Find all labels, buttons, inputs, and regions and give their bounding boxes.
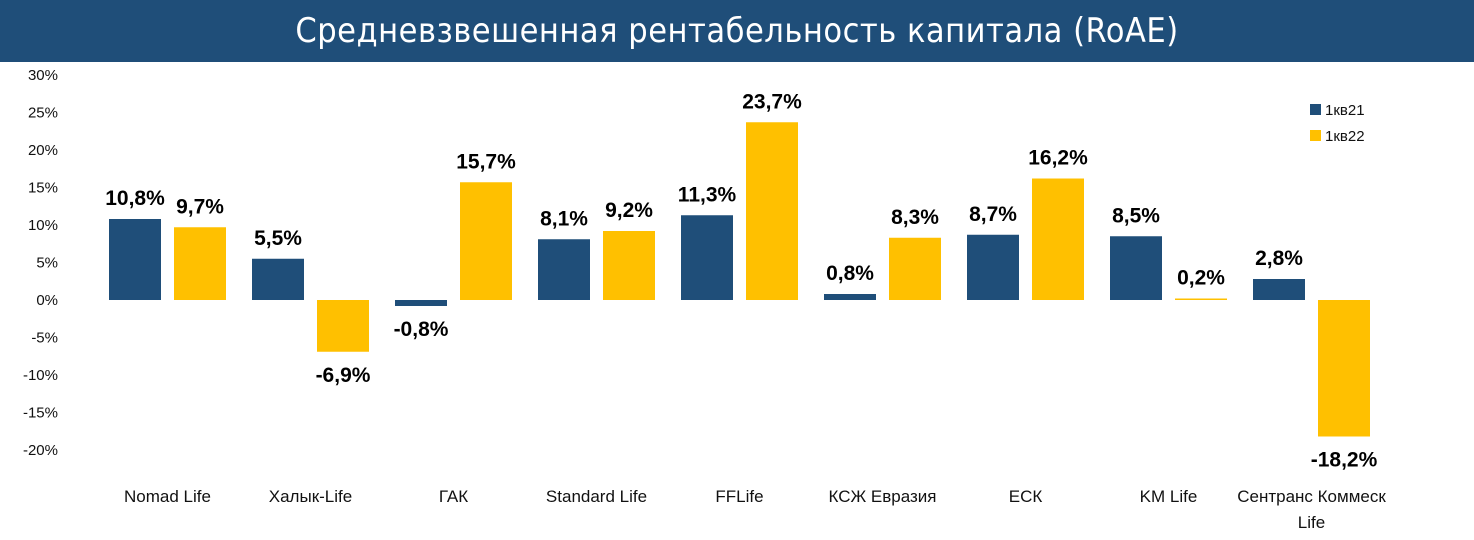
y-tick-label: 20% bbox=[28, 142, 58, 159]
category-label: КСЖ Евразия bbox=[829, 487, 937, 506]
bar-series2 bbox=[603, 231, 655, 300]
category-label: Standard Life bbox=[546, 487, 647, 506]
category-label: KM Life bbox=[1140, 487, 1198, 506]
bar-series2 bbox=[317, 300, 369, 352]
title-banner: Средневзвешенная рентабельность капитала… bbox=[0, 0, 1474, 62]
data-label: 8,1% bbox=[540, 207, 588, 230]
category-label: Life bbox=[1298, 513, 1325, 532]
bar-series1 bbox=[681, 215, 733, 300]
y-tick-label: 30% bbox=[28, 67, 58, 84]
y-tick-label: 10% bbox=[28, 217, 58, 234]
category-label: Сентранс Коммеск bbox=[1237, 487, 1386, 506]
bar-series1 bbox=[538, 239, 590, 300]
legend-swatch bbox=[1310, 104, 1321, 115]
bar-chart: 30% 25% 20% 15% 10% 5% 0% -5% -10% -15% -20% 10,8% 9… bbox=[23, 67, 1386, 532]
data-label: 15,7% bbox=[456, 150, 516, 173]
chart-title: Средневзвешенная рентабельность капитала… bbox=[295, 11, 1179, 51]
bar-series1 bbox=[967, 234, 1019, 300]
data-label: 9,7% bbox=[176, 195, 224, 218]
legend-label: 1кв22 bbox=[1325, 128, 1365, 145]
y-tick-label: 0% bbox=[36, 292, 58, 309]
y-tick-label: 15% bbox=[28, 180, 58, 197]
category-label: FFLife bbox=[715, 487, 763, 506]
bar-series2 bbox=[746, 122, 798, 300]
bar-series2 bbox=[1175, 298, 1227, 300]
data-label: 10,8% bbox=[105, 187, 165, 210]
category-label: ЕСК bbox=[1009, 487, 1043, 506]
y-tick-label: -10% bbox=[23, 367, 58, 384]
bar-series1 bbox=[252, 258, 304, 300]
data-label: 9,2% bbox=[605, 199, 653, 222]
y-tick-label: 5% bbox=[36, 255, 58, 272]
bar-series2 bbox=[1318, 300, 1370, 437]
category-label: Халык-Life bbox=[269, 487, 352, 506]
data-label: 5,5% bbox=[254, 227, 302, 250]
y-tick-label: 25% bbox=[28, 105, 58, 122]
bar-series1 bbox=[1253, 279, 1305, 300]
bar-series2 bbox=[1032, 178, 1084, 300]
category-label: Nomad Life bbox=[124, 487, 211, 506]
data-label: 0,2% bbox=[1177, 267, 1225, 290]
category-label: ГАК bbox=[439, 487, 468, 506]
data-label: 11,3% bbox=[678, 183, 737, 206]
legend-swatch bbox=[1310, 130, 1321, 141]
y-tick-label: -15% bbox=[23, 405, 58, 422]
y-tick-label: -5% bbox=[31, 330, 58, 347]
data-label: 16,2% bbox=[1028, 147, 1088, 170]
data-label: 8,7% bbox=[969, 203, 1017, 226]
data-label: 8,5% bbox=[1112, 204, 1160, 227]
bar-series2 bbox=[460, 182, 512, 300]
data-label: 0,8% bbox=[826, 262, 874, 285]
bar-series1 bbox=[824, 294, 876, 300]
legend-label: 1кв21 bbox=[1325, 102, 1365, 119]
bar-series2 bbox=[889, 237, 941, 300]
data-label: -18,2% bbox=[1311, 449, 1378, 472]
bar-series1 bbox=[1110, 236, 1162, 300]
data-label: 8,3% bbox=[891, 206, 939, 229]
data-label: -0,8% bbox=[394, 318, 449, 341]
bar-series1 bbox=[109, 219, 161, 300]
data-label: 2,8% bbox=[1255, 247, 1303, 270]
data-label: -6,9% bbox=[316, 364, 371, 387]
y-tick-label: -20% bbox=[23, 442, 58, 459]
bar-series2 bbox=[174, 227, 226, 300]
data-label: 23,7% bbox=[742, 90, 802, 113]
bar-series1 bbox=[395, 300, 447, 306]
